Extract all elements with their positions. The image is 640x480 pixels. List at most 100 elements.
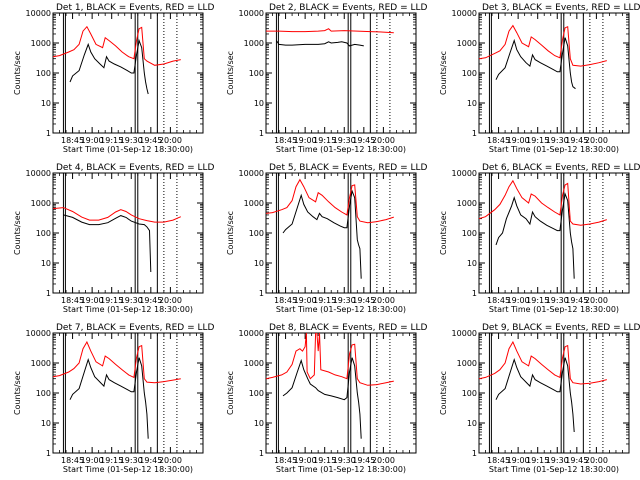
series-line-events (69, 38, 149, 95)
plot-title: Det 4, BLACK = Events, RED = LLD (56, 163, 215, 173)
y-axis-label: Counts/sec (439, 211, 448, 255)
series-line-lld (479, 179, 607, 226)
series-line-lld (479, 24, 607, 67)
y-tick-label: 1 (46, 449, 51, 458)
y-tick-label: 10000 (239, 169, 264, 178)
y-tick-label: 10 (41, 419, 51, 428)
y-tick-label: 10000 (26, 9, 51, 18)
plot-title: Det 3, BLACK = Events, RED = LLD (482, 3, 640, 13)
x-tick-label: 20:00 (159, 136, 182, 145)
y-tick-label: 10 (467, 259, 477, 268)
x-axis-label: Start Time (01-Sep-12 18:30:00) (63, 145, 193, 154)
series-line-events (69, 357, 149, 439)
x-tick-label: 20:00 (159, 296, 182, 305)
x-tick-label: 19:15 (100, 296, 123, 305)
plot-title: Det 8, BLACK = Events, RED = LLD (269, 323, 428, 333)
y-tick-label: 100 (249, 229, 264, 238)
y-tick-label: 1 (472, 289, 477, 298)
x-axis-label: Start Time (01-Sep-12 18:30:00) (276, 305, 406, 314)
y-tick-label: 1 (46, 289, 51, 298)
panel-det-3: Det 3, BLACK = Events, RED = LLD 1 10 100 10… (439, 3, 640, 154)
series-line-events (63, 214, 152, 273)
y-tick-label: 1 (472, 129, 477, 138)
y-tick-label: 10000 (452, 329, 477, 338)
series-line-events (495, 37, 576, 90)
y-tick-label: 1000 (244, 359, 264, 368)
x-axis-label: Start Time (01-Sep-12 18:30:00) (489, 305, 619, 314)
plot-frame (478, 332, 630, 454)
x-tick-label: 20:00 (585, 296, 608, 305)
x-axis-label: Start Time (01-Sep-12 18:30:00) (276, 465, 406, 474)
x-tick-label: 19:00 (294, 136, 317, 145)
y-tick-label: 1 (472, 449, 477, 458)
y-tick-label: 1000 (244, 39, 264, 48)
x-tick-label: 18:45 (487, 296, 510, 305)
x-tick-label: 19:00 (507, 456, 530, 465)
plot-frame (265, 172, 417, 294)
x-tick-label: 19:45 (352, 456, 375, 465)
x-tick-label: 19:45 (139, 296, 162, 305)
x-tick-label: 18:45 (274, 456, 297, 465)
y-tick-label: 100 (249, 69, 264, 78)
x-tick-label: 20:00 (585, 136, 608, 145)
x-tick-label: 19:30 (120, 136, 143, 145)
x-tick-label: 20:00 (585, 456, 608, 465)
x-tick-label: 18:45 (487, 456, 510, 465)
y-tick-label: 100 (249, 389, 264, 398)
series-line-events (282, 357, 362, 439)
panel-det-1: Det 1, BLACK = Events, RED = LLD 1 10 100 10… (13, 3, 215, 154)
y-tick-label: 100 (36, 389, 51, 398)
plot-title: Det 5, BLACK = Events, RED = LLD (269, 163, 428, 173)
y-axis-label: Counts/sec (13, 51, 22, 95)
x-tick-label: 18:45 (61, 456, 84, 465)
x-tick-label: 19:30 (333, 456, 356, 465)
y-tick-label: 10 (467, 99, 477, 108)
y-tick-label: 100 (462, 389, 477, 398)
x-tick-label: 19:45 (565, 136, 588, 145)
y-tick-label: 1 (259, 449, 264, 458)
x-tick-label: 19:15 (100, 136, 123, 145)
y-tick-label: 1 (259, 289, 264, 298)
x-axis-label: Start Time (01-Sep-12 18:30:00) (489, 145, 619, 154)
x-tick-label: 19:30 (333, 136, 356, 145)
panel-det-9: Det 9, BLACK = Events, RED = LLD 1 10 100 10… (439, 323, 640, 474)
panel-det-6: Det 6, BLACK = Events, RED = LLD 1 10 100 10… (439, 163, 640, 314)
series-line-lld (266, 333, 394, 386)
y-axis-label: Counts/sec (226, 51, 235, 95)
y-tick-label: 10 (254, 419, 264, 428)
y-axis-label: Counts/sec (226, 211, 235, 255)
x-tick-label: 19:00 (507, 296, 530, 305)
x-tick-label: 19:45 (139, 456, 162, 465)
x-tick-label: 20:00 (372, 456, 395, 465)
x-tick-label: 18:45 (61, 136, 84, 145)
y-tick-label: 1000 (457, 39, 477, 48)
plot-frame (52, 172, 204, 294)
y-tick-label: 10 (41, 259, 51, 268)
y-tick-label: 10 (254, 99, 264, 108)
panel-det-7: Det 7, BLACK = Events, RED = LLD 1 10 100 10… (13, 323, 215, 474)
x-tick-label: 19:00 (81, 456, 104, 465)
y-tick-label: 10000 (452, 9, 477, 18)
y-tick-label: 10000 (452, 169, 477, 178)
y-tick-label: 1000 (244, 199, 264, 208)
x-tick-label: 19:15 (313, 296, 336, 305)
x-tick-label: 19:00 (81, 136, 104, 145)
x-tick-label: 19:15 (526, 456, 549, 465)
panel-det-5: Det 5, BLACK = Events, RED = LLD 1 10 100 10… (226, 163, 428, 314)
x-tick-label: 19:00 (294, 456, 317, 465)
plot-frame (265, 332, 417, 454)
y-axis-label: Counts/sec (226, 371, 235, 415)
y-tick-label: 100 (462, 69, 477, 78)
x-tick-label: 20:00 (159, 456, 182, 465)
y-tick-label: 1000 (457, 199, 477, 208)
y-axis-label: Counts/sec (13, 211, 22, 255)
x-tick-label: 20:00 (372, 136, 395, 145)
y-tick-label: 10000 (239, 329, 264, 338)
y-tick-label: 100 (36, 69, 51, 78)
x-tick-label: 19:00 (507, 136, 530, 145)
y-tick-label: 1000 (31, 359, 51, 368)
x-axis-label: Start Time (01-Sep-12 18:30:00) (276, 145, 406, 154)
plot-title: Det 1, BLACK = Events, RED = LLD (56, 3, 215, 13)
y-axis-label: Counts/sec (13, 371, 22, 415)
